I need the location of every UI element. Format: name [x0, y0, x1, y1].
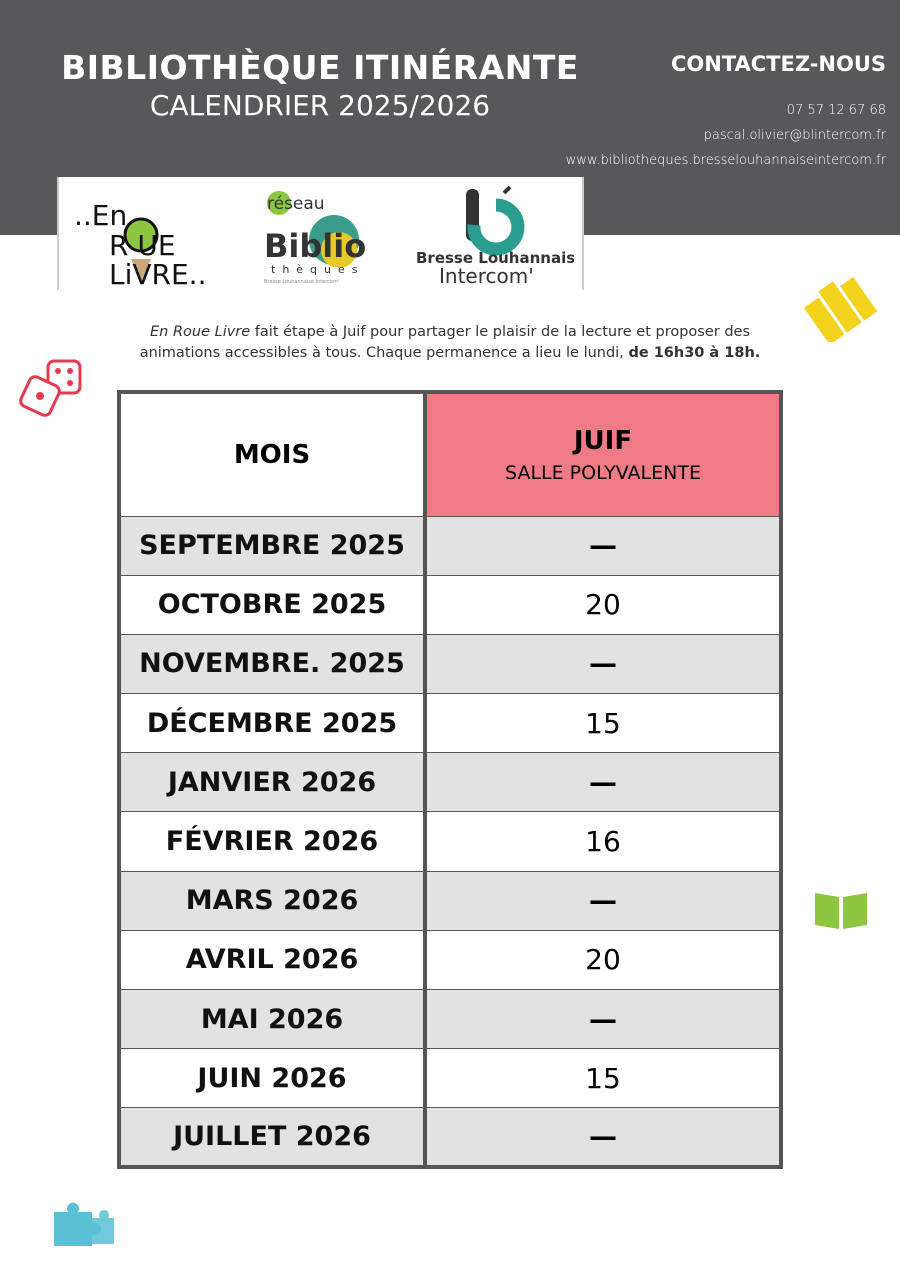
- month-cell: SEPTEMBRE 2025: [118, 515, 426, 576]
- month-cell: JUIN 2026: [118, 1048, 426, 1109]
- table-row: AVRIL 2026 20: [118, 929, 782, 991]
- puzzle-icon: [54, 1202, 114, 1246]
- day-cell: —: [423, 870, 782, 931]
- svg-text:R UE: R UE: [109, 229, 176, 262]
- dice-icon: [19, 359, 82, 417]
- svg-text:Bresse Louhannaise Intercom': Bresse Louhannaise Intercom': [264, 279, 339, 285]
- day-cell: 20: [423, 574, 782, 635]
- location-name: JUIF: [573, 425, 633, 456]
- month-cell: MARS 2026: [118, 870, 426, 931]
- table-header: MOIS JUIF SALLE POLYVALENTE: [118, 391, 782, 517]
- day-cell: 15: [423, 693, 782, 754]
- page-title: BIBLIOTHÈQUE ITINÉRANTE CALENDRIER 2025/…: [60, 48, 580, 122]
- month-cell: NOVEMBRE. 2025: [118, 633, 426, 695]
- month-header: MOIS: [118, 391, 426, 517]
- table-row: JANVIER 2026—: [118, 752, 782, 813]
- website-link[interactable]: www.bibliotheques.bresselouhannaiseinter…: [565, 153, 886, 168]
- intro-text: En Roue Livre fait étape à Juif pour par…: [115, 322, 785, 364]
- svg-text:LiVRE..: LiVRE..: [109, 258, 206, 287]
- table-row: DÉCEMBRE 2025 15: [118, 693, 782, 754]
- day-cell: —: [423, 752, 782, 813]
- intro-italic: En Roue Livre: [149, 324, 251, 340]
- month-cell: MAI 2026: [118, 988, 426, 1050]
- table-row: MARS 2026—: [118, 870, 782, 931]
- table-row: JUILLET 2026—: [118, 1107, 782, 1168]
- open-book-icon: [815, 893, 867, 929]
- day-cell: 20: [423, 929, 782, 991]
- month-cell: AVRIL 2026: [118, 929, 426, 991]
- svg-text:Intercom': Intercom': [439, 264, 534, 287]
- month-cell: JANVIER 2026: [118, 752, 426, 813]
- svg-text:Bresse Louhannaise: Bresse Louhannaise: [416, 249, 574, 267]
- contact-block: CONTACTEZ-NOUS 07 57 12 67 68 pascal.oli…: [566, 52, 886, 173]
- month-cell: OCTOBRE 2025: [118, 574, 426, 635]
- day-cell: —: [423, 633, 782, 695]
- title: BIBLIOTHÈQUE ITINÉRANTE: [61, 48, 579, 87]
- svg-text:Biblio: Biblio: [264, 227, 366, 265]
- svg-text:..En: ..En: [74, 199, 127, 232]
- logos-panel: ..En R UE LiVRE.. réseau Biblio thèques …: [57, 177, 584, 290]
- day-cell: 15: [423, 1048, 782, 1109]
- location-header: JUIF SALLE POLYVALENTE: [423, 391, 782, 517]
- table-row: OCTOBRE 2025 20: [118, 574, 782, 635]
- bresse-louhannaise-logo: Bresse Louhannaise Intercom': [416, 185, 574, 287]
- subtitle: CALENDRIER 2025/2026: [149, 89, 491, 122]
- table-row: NOVEMBRE. 2025—: [118, 633, 782, 695]
- contact-heading: CONTACTEZ-NOUS: [670, 52, 886, 76]
- email-link[interactable]: pascal.olivier@blintercom.fr: [703, 128, 886, 143]
- intro-hours: de 16h30 à 18h.: [628, 345, 761, 361]
- en-roue-livre-logo: ..En R UE LiVRE..: [74, 199, 206, 287]
- day-cell: —: [423, 1107, 782, 1168]
- day-cell: —: [423, 515, 782, 576]
- day-cell: 16: [423, 811, 782, 872]
- day-cell: —: [423, 988, 782, 1050]
- books-icon: [803, 277, 878, 342]
- location-venue: SALLE POLYVALENTE: [505, 461, 701, 484]
- table-row: FÉVRIER 2026 16: [118, 811, 782, 872]
- svg-text:thèques: thèques: [271, 263, 365, 276]
- intro-body: fait étape à Juif pour partager le plais…: [139, 324, 751, 361]
- calendar-table: MOIS JUIF SALLE POLYVALENTE SEPTEMBRE 202…: [117, 390, 783, 1170]
- table-row: MAI 2026—: [118, 988, 782, 1050]
- reseau-bibliotheques-logo: réseau Biblio thèques Bresse Louhannaise…: [264, 191, 366, 285]
- phone: 07 57 12 67 68: [786, 103, 886, 118]
- month-cell: JUILLET 2026: [118, 1107, 426, 1168]
- svg-text:réseau: réseau: [267, 194, 325, 214]
- month-cell: DÉCEMBRE 2025: [118, 693, 426, 754]
- table-row: SEPTEMBRE 2025—: [118, 515, 782, 576]
- table-row: JUIN 2026 15: [118, 1048, 782, 1109]
- month-cell: FÉVRIER 2026: [118, 811, 426, 872]
